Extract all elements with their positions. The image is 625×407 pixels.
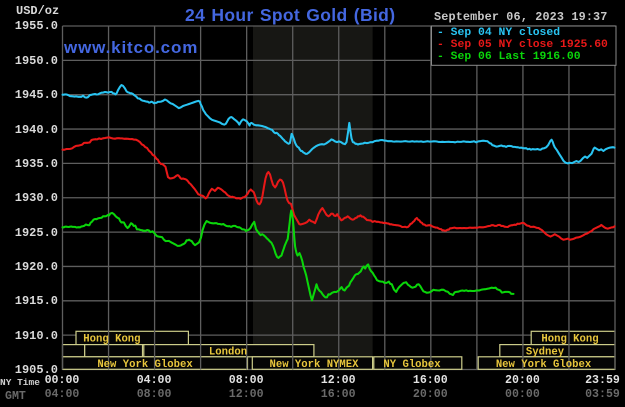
svg-text:New York NYMEX: New York NYMEX (269, 359, 359, 371)
svg-text:New York Globex: New York Globex (496, 359, 592, 371)
svg-text:Hong Kong: Hong Kong (83, 334, 140, 346)
svg-text:Hong Kong: Hong Kong (541, 334, 598, 346)
svg-text:NY Globex: NY Globex (383, 359, 441, 371)
svg-text:New York Globex: New York Globex (97, 359, 193, 371)
svg-text:London: London (209, 347, 247, 359)
svg-text:Sydney: Sydney (526, 347, 565, 359)
